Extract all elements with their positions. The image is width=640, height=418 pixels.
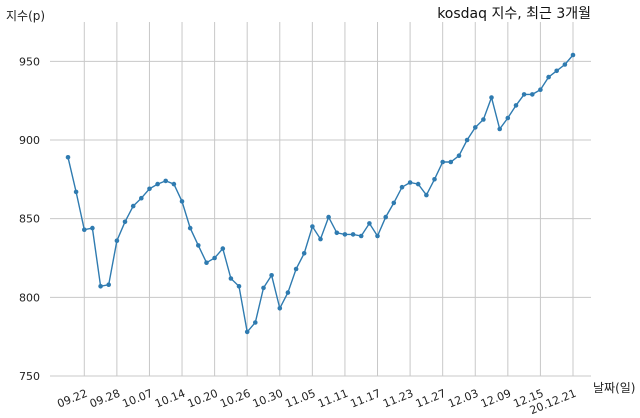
data-point bbox=[440, 159, 446, 165]
x-tick-label: 10.14 bbox=[153, 387, 187, 411]
data-point bbox=[367, 221, 372, 226]
data-point bbox=[212, 255, 217, 261]
x-tick-label: 10.07 bbox=[120, 387, 154, 411]
data-point bbox=[521, 92, 527, 97]
data-point bbox=[464, 137, 470, 143]
data-point bbox=[375, 233, 380, 239]
data-point bbox=[65, 155, 71, 160]
x-tick-label: 11.23 bbox=[381, 387, 415, 411]
data-point bbox=[114, 238, 120, 243]
data-point bbox=[473, 125, 478, 130]
data-point bbox=[147, 186, 152, 192]
data-point bbox=[318, 236, 323, 242]
data-point bbox=[82, 227, 87, 232]
x-tick-label: 10.26 bbox=[218, 387, 252, 411]
data-point bbox=[538, 87, 543, 92]
y-tick-label: 900 bbox=[19, 134, 40, 147]
grid bbox=[50, 22, 591, 377]
x-tick-label: 10.30 bbox=[251, 387, 285, 411]
x-tick-label: 09.28 bbox=[88, 387, 122, 411]
y-tick-label: 800 bbox=[19, 291, 40, 304]
data-point bbox=[432, 177, 437, 182]
data-point bbox=[130, 203, 136, 209]
data-point bbox=[570, 52, 576, 58]
x-tick-label: 11.11 bbox=[316, 387, 350, 411]
series-line bbox=[67, 54, 574, 334]
data-point bbox=[106, 282, 111, 288]
data-point bbox=[497, 126, 503, 132]
data-point bbox=[196, 243, 201, 248]
data-point bbox=[350, 232, 356, 237]
data-point bbox=[489, 95, 494, 100]
data-point bbox=[383, 214, 389, 220]
series-kosdaq bbox=[65, 52, 576, 335]
data-point bbox=[269, 273, 274, 278]
data-point bbox=[301, 251, 307, 256]
data-point bbox=[399, 184, 405, 190]
data-point bbox=[546, 74, 551, 80]
x-tick-label: 11.17 bbox=[349, 387, 383, 411]
data-point bbox=[505, 115, 511, 121]
data-point bbox=[310, 224, 315, 229]
data-point bbox=[530, 92, 535, 97]
data-point bbox=[424, 192, 429, 198]
data-point bbox=[90, 225, 95, 231]
data-point bbox=[204, 260, 209, 266]
data-point bbox=[456, 153, 462, 158]
y-tick-label: 750 bbox=[19, 370, 40, 383]
data-point bbox=[293, 266, 299, 272]
data-point bbox=[562, 62, 568, 67]
data-point bbox=[155, 181, 160, 187]
data-point bbox=[513, 103, 519, 108]
data-point bbox=[236, 284, 242, 289]
data-point bbox=[171, 181, 177, 187]
data-point bbox=[122, 219, 128, 225]
data-point bbox=[244, 329, 250, 335]
x-tick-label: 11.05 bbox=[283, 387, 317, 411]
chart-title: kosdaq 지수, 최근 3개월 bbox=[437, 6, 591, 22]
data-point bbox=[342, 232, 348, 237]
data-point bbox=[334, 230, 340, 236]
y-tick-label: 950 bbox=[19, 55, 40, 68]
x-tick-label: 12.09 bbox=[479, 387, 513, 411]
data-point bbox=[415, 181, 421, 187]
data-point bbox=[358, 233, 364, 239]
x-tick-label: 10.20 bbox=[186, 387, 220, 411]
data-point bbox=[285, 290, 291, 295]
y-tick-label: 850 bbox=[19, 213, 40, 226]
data-point bbox=[277, 306, 283, 311]
x-tick-label: 09.22 bbox=[55, 387, 89, 411]
data-point bbox=[98, 284, 103, 289]
data-point bbox=[261, 285, 266, 291]
x-tick-label: 11.27 bbox=[414, 387, 448, 411]
data-point bbox=[163, 178, 168, 184]
data-point bbox=[407, 180, 413, 185]
data-point bbox=[228, 276, 234, 281]
x-tick-label: 12.03 bbox=[446, 387, 480, 411]
x-axis-label: 날짜(일) bbox=[593, 381, 635, 395]
y-axis-label: 지수(p) bbox=[6, 9, 45, 23]
data-point bbox=[220, 246, 226, 251]
data-point bbox=[448, 159, 454, 165]
data-point bbox=[187, 225, 193, 231]
data-point bbox=[73, 189, 79, 195]
data-point bbox=[391, 200, 397, 206]
data-point bbox=[253, 320, 258, 325]
data-point bbox=[326, 214, 331, 220]
data-point bbox=[481, 117, 486, 122]
data-point bbox=[554, 68, 559, 74]
data-point bbox=[139, 195, 144, 201]
data-point bbox=[179, 199, 185, 204]
